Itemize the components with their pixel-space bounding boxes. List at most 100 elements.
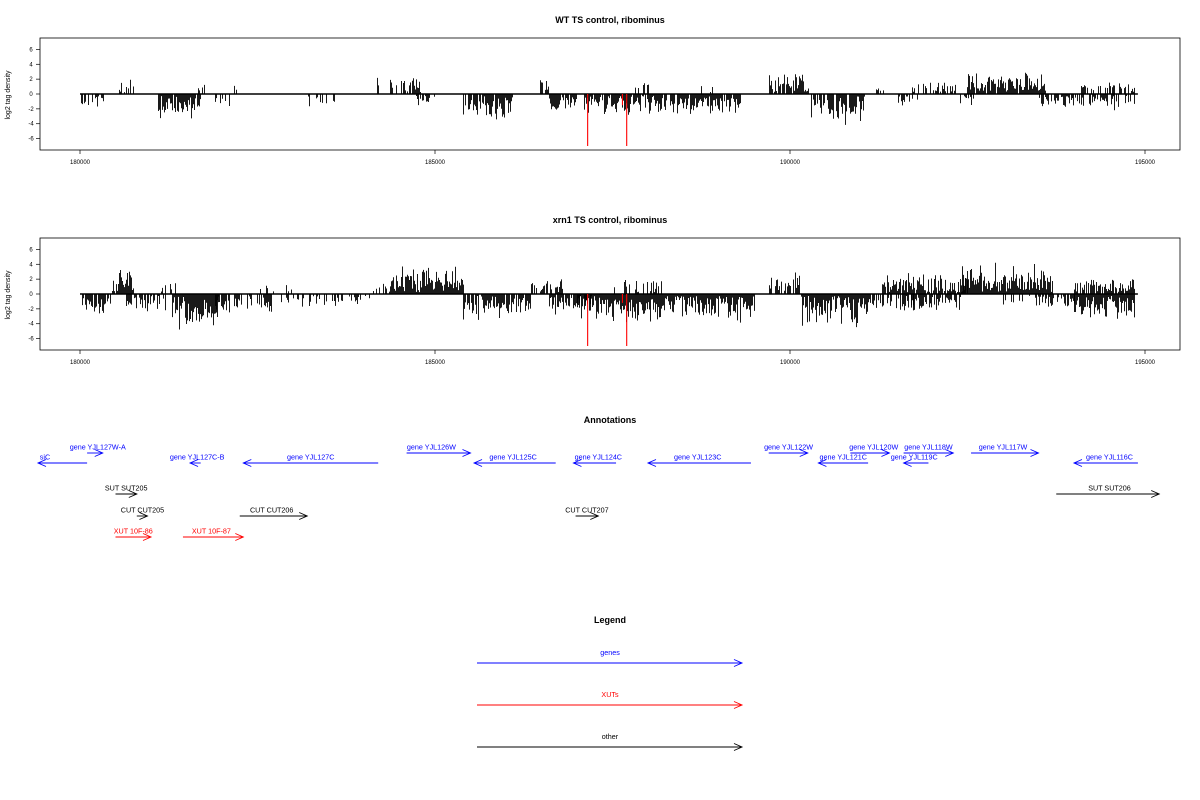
- feature-arrow-head: [1151, 490, 1161, 498]
- annotation-feature: XUT 10F-86: [114, 527, 153, 541]
- feature-arrow-head: [817, 459, 827, 467]
- legend-items: genes XUTs other: [477, 648, 744, 751]
- legend-panel: Legend genes XUTs other: [477, 615, 744, 751]
- xrn1-x-tick-label: 185000: [425, 360, 446, 366]
- feature-arrow-head: [235, 533, 245, 541]
- feature-arrow-head: [1030, 449, 1040, 457]
- feature-label: gene YJL116C: [1086, 453, 1133, 462]
- annotation-feature: gene YJL119C: [891, 453, 938, 467]
- xrn1-x-tick-label: 190000: [780, 360, 801, 366]
- annotation-feature: gene YJL116C: [1072, 453, 1138, 467]
- wt-y-tick-label: 6: [29, 47, 33, 53]
- xrn1-y-tick-label: -6: [28, 337, 34, 343]
- wt-red-marks: [587, 94, 628, 146]
- feature-label: CUT CUT206: [250, 506, 293, 515]
- wt-x-tick-label: 180000: [70, 160, 91, 166]
- annotation-feature: gene YJL120W: [849, 443, 898, 457]
- feature-arrow-head: [881, 449, 891, 457]
- feature-arrow-head: [472, 459, 483, 467]
- legend-title: Legend: [594, 615, 626, 625]
- feature-arrow-head: [242, 459, 252, 467]
- annotation-feature: gene YJL127W-A: [70, 443, 126, 457]
- feature-label: gene YJL127C-B: [170, 453, 225, 462]
- xrn1-red-marks: [587, 294, 628, 346]
- legend-item: other: [477, 732, 744, 751]
- wt-x-ticks: 180000 185000 190000 195000: [70, 150, 1156, 166]
- wt-y-tick-label: 4: [29, 62, 33, 68]
- feature-label: gene YJL125C: [489, 453, 536, 462]
- annotations-panel: Annotations siC gene YJL127W-A gene YJL127…: [36, 415, 1161, 541]
- xrn1-x-tick-label: 195000: [1135, 360, 1156, 366]
- annotation-feature: gene YJL126W: [406, 443, 472, 457]
- annotation-feature: gene YJL125C: [472, 453, 556, 467]
- feature-label: gene YJL126W: [407, 443, 456, 452]
- annotation-feature: gene YJL127C: [242, 453, 379, 467]
- xrn1-track-panel: xrn1 TS control, ribominus log2 tag dens…: [5, 215, 1181, 366]
- legend-item: XUTs: [477, 690, 744, 709]
- legend-item: genes: [477, 648, 744, 667]
- feature-label: CUT CUT205: [121, 506, 164, 515]
- annotation-feature: CUT CUT206: [239, 506, 309, 520]
- feature-label: XUT 10F-87: [192, 527, 231, 536]
- feature-label: gene YJL122W: [764, 443, 813, 452]
- feature-arrow-head: [128, 490, 138, 498]
- feature-arrow-head: [799, 449, 809, 457]
- legend-item-label: genes: [600, 648, 620, 657]
- annotation-feature: XUT 10F-87: [182, 527, 245, 541]
- annotation-feature: gene YJL124C: [572, 453, 622, 467]
- feature-label: CUT CUT207: [565, 506, 608, 515]
- xrn1-y-tick-label: 4: [29, 262, 33, 268]
- xrn1-y-tick-label: 2: [29, 277, 33, 283]
- annotations-title: Annotations: [584, 415, 637, 425]
- annotation-feature: gene YJL123C: [646, 453, 751, 467]
- wt-y-tick-label: 2: [29, 77, 33, 83]
- feature-arrow-head: [646, 459, 657, 467]
- wt-x-tick-label: 185000: [425, 160, 446, 166]
- annotation-feature: CUT CUT207: [565, 506, 609, 520]
- feature-arrow-head: [945, 449, 955, 457]
- feature-arrow-head: [462, 449, 472, 457]
- feature-label: gene YJL121C: [820, 453, 867, 462]
- feature-label: gene YJL127W-A: [70, 443, 126, 452]
- feature-label: siC: [40, 453, 50, 462]
- xrn1-x-ticks: 180000 185000 190000 195000: [70, 350, 1156, 366]
- wt-density-bars: [81, 72, 1135, 125]
- wt-x-tick-label: 195000: [1135, 160, 1156, 166]
- legend-item-arrow-head: [733, 659, 744, 667]
- feature-label: gene YJL118W: [904, 443, 953, 452]
- xrn1-y-tick-label: 6: [29, 247, 33, 253]
- feature-arrow-head: [1072, 459, 1083, 467]
- annotation-feature: SUT SUT205: [105, 484, 148, 498]
- feature-label: gene YJL123C: [674, 453, 721, 462]
- feature-arrow-head: [590, 512, 600, 520]
- wt-y-tick-label: 0: [29, 92, 33, 98]
- wt-y-tick-label: -2: [28, 107, 34, 113]
- annotation-feature: gene YJL122W: [764, 443, 813, 457]
- annotation-feature: gene YJL127C-B: [170, 453, 225, 467]
- wt-y-ticks: 6 4 2 0 -2 -4 -6: [28, 47, 40, 143]
- feature-arrow-head: [902, 459, 912, 467]
- legend-item-label: XUTs: [601, 690, 619, 699]
- annotation-features: siC gene YJL127W-A gene YJL127C-B gene YJL1…: [36, 443, 1161, 541]
- wt-x-tick-label: 190000: [780, 160, 801, 166]
- legend-item-arrow-head: [733, 701, 744, 709]
- feature-label: SUT SUT206: [1088, 484, 1131, 493]
- feature-label: gene YJL124C: [575, 453, 622, 462]
- feature-label: gene YJL120W: [849, 443, 898, 452]
- xrn1-y-axis-label: log2 tag density: [5, 270, 12, 320]
- legend-item-arrow-head: [733, 743, 744, 751]
- xrn1-x-tick-label: 180000: [70, 360, 91, 366]
- wt-track-title: WT TS control, ribominus: [555, 15, 665, 25]
- feature-label: SUT SUT205: [105, 484, 148, 493]
- wt-y-axis-label: log2 tag density: [5, 70, 12, 120]
- annotation-feature: gene YJL121C: [817, 453, 869, 467]
- feature-arrow-head: [572, 459, 582, 467]
- feature-arrow-head: [142, 533, 153, 541]
- feature-label: gene YJL117W: [979, 443, 1028, 452]
- wt-y-tick-label: -4: [28, 122, 34, 128]
- wt-track-panel: WT TS control, ribominus log2 tag densit…: [5, 15, 1181, 166]
- feature-arrow-head: [139, 512, 149, 520]
- annotation-feature: SUT SUT206: [1056, 484, 1161, 498]
- feature-arrow-head: [94, 449, 104, 457]
